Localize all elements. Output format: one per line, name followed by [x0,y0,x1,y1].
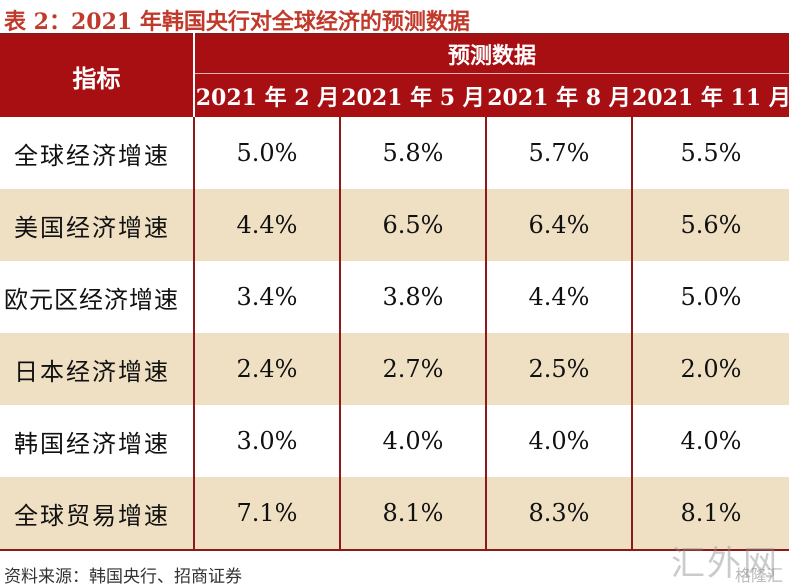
table-cell: 3.0% [194,405,341,477]
row-label: 全球经济增速 [0,117,195,189]
watermark-sub: 格隆汇 [734,566,783,585]
table-cell: 4.4% [194,189,341,261]
table-row: 美国经济增速 4.4% 6.5% 6.4% 5.6% [0,189,789,261]
table-cell: 8.1% [632,477,789,551]
period-header-may: 2021 年 5 月 [340,73,486,117]
indicator-header: 指标 [0,34,195,117]
table-cell: 5.8% [340,117,487,189]
table-cell: 3.8% [340,261,487,333]
table-cell: 5.7% [486,117,633,189]
forecast-group-header: 预测数据 [194,34,789,75]
row-label: 日本经济增速 [0,333,195,405]
row-label: 美国经济增速 [0,189,195,261]
row-label: 欧元区经济增速 [0,261,195,333]
table-cell: 2.0% [632,333,789,405]
table-cell: 8.3% [486,477,633,551]
table-row: 日本经济增速 2.4% 2.7% 2.5% 2.0% [0,333,789,405]
row-label: 全球贸易增速 [0,477,195,551]
table-row: 全球贸易增速 7.1% 8.1% 8.3% 8.1% [0,477,789,551]
forecast-table: 指标 预测数据 2021 年 2 月 2021 年 5 月 2021 年 8 月… [0,33,789,551]
table-cell: 6.4% [486,189,633,261]
row-label: 韩国经济增速 [0,405,195,477]
period-header-nov: 2021 年 11 月 [632,73,789,117]
table-cell: 3.4% [194,261,341,333]
watermark: 汇外网 [671,544,779,584]
table-cell: 8.1% [340,477,487,551]
table-cell: 2.5% [486,333,633,405]
table-cell: 5.0% [632,261,789,333]
table-row: 韩国经济增速 3.0% 4.0% 4.0% 4.0% [0,405,789,477]
table-cell: 4.0% [486,405,633,477]
table-cell: 7.1% [194,477,341,551]
table-cell: 2.4% [194,333,341,405]
table-cell: 4.0% [632,405,789,477]
table-cell: 5.0% [194,117,341,189]
table-caption: 表 2：2021 年韩国央行对全球经济的预测数据 [4,9,470,35]
table-cell: 5.6% [632,189,789,261]
source-note: 资料来源：韩国央行、招商证券 [4,567,242,587]
period-header-feb: 2021 年 2 月 [194,73,340,117]
table-cell: 4.4% [486,261,633,333]
table-row: 欧元区经济增速 3.4% 3.8% 4.4% 5.0% [0,261,789,333]
table-cell: 6.5% [340,189,487,261]
table-cell: 5.5% [632,117,789,189]
table-cell: 2.7% [340,333,487,405]
table-cell: 4.0% [340,405,487,477]
period-header-aug: 2021 年 8 月 [486,73,632,117]
table-row: 全球经济增速 5.0% 5.8% 5.7% 5.5% [0,117,789,189]
